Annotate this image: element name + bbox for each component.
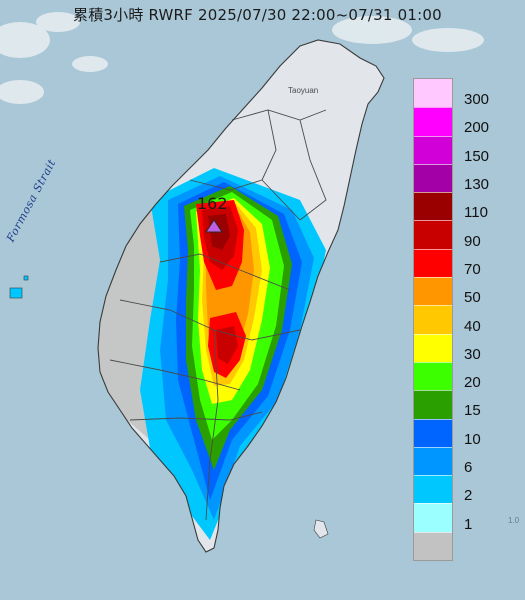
legend-swatch	[414, 192, 452, 221]
legend-label: 15	[464, 402, 481, 420]
rainfall-overlay	[98, 168, 326, 540]
legend-label: 130	[464, 176, 490, 194]
legend-label: 30	[464, 345, 481, 363]
legend-swatch	[414, 135, 452, 164]
legend-label: 90	[464, 232, 481, 250]
peak-triangle-icon	[205, 219, 223, 233]
outlying-islands	[9, 275, 329, 539]
legend-swatch	[414, 361, 452, 391]
city-label: Taoyuan	[288, 86, 319, 95]
legend-label: 40	[464, 317, 481, 335]
legend-label: 10	[464, 430, 481, 448]
legend-swatch	[414, 531, 452, 561]
legend-swatch	[414, 248, 452, 278]
legend-label: 110	[464, 204, 488, 222]
legend-label: 200	[464, 119, 490, 137]
legend-swatch	[414, 475, 452, 504]
legend-swatch	[414, 277, 452, 306]
legend-swatch	[414, 390, 452, 419]
legend-label: 1	[464, 515, 473, 533]
legend-swatch	[414, 333, 452, 362]
legend-label: 300	[464, 91, 490, 109]
cloud-texture	[0, 12, 484, 104]
legend-swatch	[414, 503, 452, 532]
map-title: 累積3小時 RWRF 2025/07/30 22:00~07/31 01:00	[73, 6, 442, 24]
legend-swatch	[414, 107, 452, 136]
legend-label: 70	[464, 260, 481, 278]
legend-label: 50	[464, 289, 481, 307]
legend-swatch	[414, 446, 452, 476]
legend-label: 6	[464, 459, 473, 477]
legend-swatch	[414, 163, 452, 193]
legend-label: 2	[464, 487, 473, 505]
legend-color-scale	[413, 78, 453, 562]
legend-swatch	[414, 305, 452, 334]
peak-rainfall-value: 162	[197, 194, 228, 213]
legend-swatch	[414, 220, 452, 249]
legend-swatch	[414, 418, 452, 447]
legend-label: 20	[464, 374, 481, 392]
edge-label: 1.0	[508, 516, 520, 525]
legend-swatch	[414, 79, 452, 108]
legend-label: 150	[464, 147, 490, 165]
county-borders	[109, 109, 327, 521]
